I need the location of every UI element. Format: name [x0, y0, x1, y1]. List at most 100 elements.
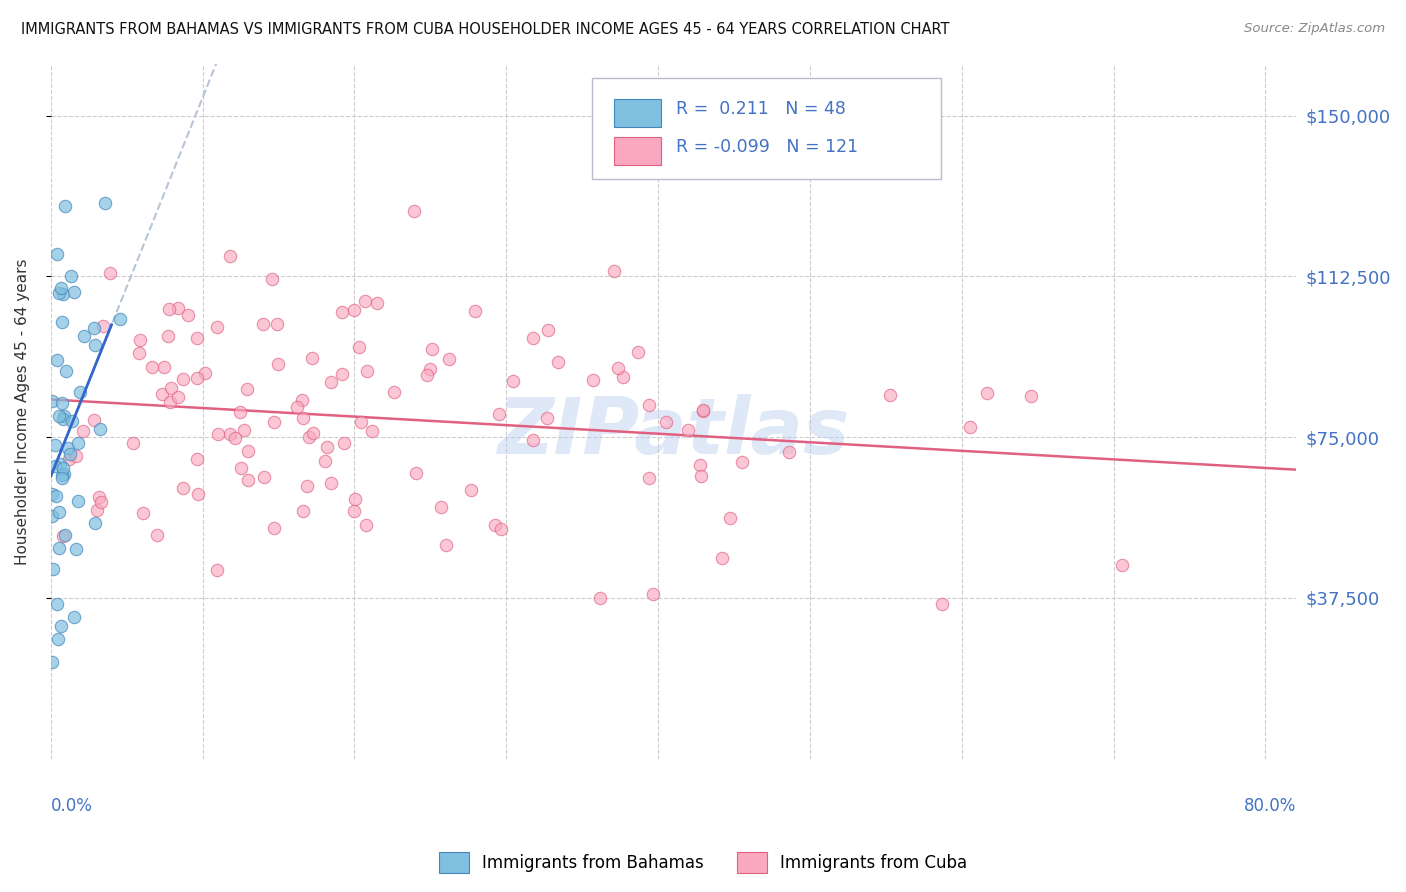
Point [522, 433, 544, 447]
Point [166, 391, 188, 405]
Point [285, 401, 308, 415]
Point [612, 369, 634, 384]
Point [205, 319, 228, 334]
Point [582, 373, 605, 387]
Point [53, 527, 76, 541]
Point [152, 387, 174, 401]
Point [73, 329, 96, 343]
Point [627, 345, 650, 359]
Point [291, 392, 314, 407]
Point [976, 385, 998, 400]
Point [692, 404, 714, 418]
Point [159, 381, 181, 395]
Point [69, 385, 91, 400]
Point [692, 403, 714, 417]
Point [55, 364, 77, 378]
Point [690, 468, 713, 483]
Point [522, 331, 544, 345]
Point [638, 470, 661, 484]
Point [959, 420, 981, 434]
FancyBboxPatch shape [613, 99, 661, 127]
Point [229, 405, 252, 419]
Point [49, 281, 72, 295]
Point [267, 357, 290, 371]
Point [66, 436, 89, 450]
Point [366, 295, 388, 310]
Point [224, 431, 246, 445]
Point [146, 528, 169, 542]
FancyBboxPatch shape [592, 78, 941, 178]
Point [361, 424, 384, 438]
Point [72, 424, 94, 438]
Point [607, 360, 630, 375]
Point [131, 506, 153, 520]
Point [436, 538, 458, 552]
Point [110, 311, 132, 326]
Point [382, 384, 405, 399]
Point [65, 449, 87, 463]
Point [51, 314, 73, 328]
Point [676, 423, 699, 437]
Point [778, 444, 800, 458]
Point [219, 426, 242, 441]
Point [420, 343, 443, 357]
Text: R =  0.211   N = 48: R = 0.211 N = 48 [676, 100, 845, 119]
Point [46, 632, 69, 646]
Point [44, 438, 66, 452]
Point [51, 619, 73, 633]
Point [1021, 389, 1043, 403]
Point [83, 321, 105, 335]
Point [252, 317, 274, 331]
Point [419, 361, 441, 376]
Point [177, 308, 200, 322]
Point [51, 396, 73, 410]
Point [41, 508, 63, 523]
Point [314, 454, 336, 468]
Point [1111, 558, 1133, 572]
Point [321, 375, 343, 389]
Point [141, 359, 163, 374]
Point [354, 517, 377, 532]
Point [547, 355, 569, 369]
Point [44, 459, 66, 474]
Point [167, 301, 190, 315]
Point [42, 562, 65, 576]
Point [51, 470, 73, 484]
Point [45, 247, 67, 261]
Point [879, 388, 901, 402]
Point [63, 285, 86, 300]
Point [405, 466, 427, 480]
Point [292, 411, 315, 425]
Point [330, 305, 353, 319]
Point [157, 328, 180, 343]
Point [233, 424, 256, 438]
Point [302, 425, 325, 440]
Point [236, 444, 259, 458]
Point [638, 398, 661, 412]
Point [98, 266, 121, 280]
Point [718, 510, 741, 524]
Point [689, 458, 711, 472]
Point [347, 340, 370, 354]
Point [52, 529, 75, 543]
Point [51, 468, 73, 483]
Point [48, 409, 70, 423]
Point [52, 460, 75, 475]
Point [56, 442, 79, 456]
Point [59, 268, 82, 283]
Point [315, 440, 337, 454]
Point [354, 293, 377, 308]
Point [58, 452, 80, 467]
Point [45, 353, 67, 368]
Text: 80.0%: 80.0% [1243, 797, 1296, 815]
Point [41, 486, 63, 500]
Point [52, 409, 75, 423]
Point [330, 368, 353, 382]
Point [263, 416, 285, 430]
Point [159, 394, 181, 409]
Point [41, 394, 63, 409]
Point [356, 364, 378, 378]
Point [91, 319, 114, 334]
Point [235, 382, 257, 396]
Point [86, 502, 108, 516]
